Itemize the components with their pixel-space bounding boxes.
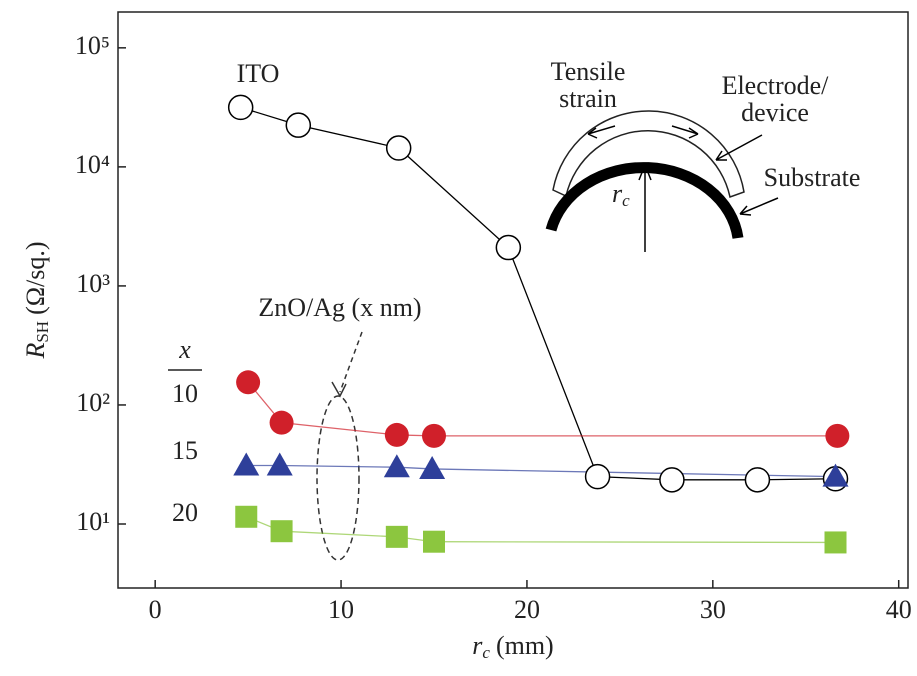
point — [227, 94, 254, 121]
x-tick-label: 20 — [514, 595, 540, 624]
point — [384, 422, 409, 447]
point — [822, 463, 849, 487]
y-label-unit: (Ω/sq.) — [21, 241, 50, 314]
point — [385, 135, 412, 161]
point — [659, 467, 685, 493]
x-label-subscript: c — [482, 643, 490, 662]
series-label: ITO — [237, 59, 280, 88]
x-tick-label: 40 — [886, 595, 912, 624]
x-label-unit: (mm) — [496, 631, 554, 660]
radius-label: rc — [612, 179, 630, 210]
group-label: ZnO/Ag (x nm) — [258, 293, 421, 322]
point — [236, 370, 261, 395]
point — [285, 112, 312, 138]
substrate-label: Substrate — [764, 163, 861, 192]
point — [824, 531, 847, 554]
y-tick-label: 10² — [76, 388, 110, 417]
strain-arrow-left — [587, 125, 616, 139]
substrate-arc — [545, 162, 744, 239]
point — [385, 525, 408, 548]
x-axis-label: rc (mm) — [472, 631, 553, 662]
point — [233, 452, 260, 476]
radius-subscript: c — [622, 191, 630, 210]
y-label-symbol: R — [21, 343, 50, 360]
radius-symbol: r — [612, 179, 623, 208]
point — [266, 452, 293, 476]
strain-arrow-right — [671, 125, 699, 139]
series-line — [240, 106, 836, 481]
point — [270, 520, 293, 543]
point — [423, 530, 445, 553]
y-tick-label: 10⁴ — [75, 150, 110, 179]
point — [584, 463, 611, 490]
legend-header: x — [178, 335, 191, 364]
group-arrowhead — [331, 381, 347, 398]
series-label: 10 — [172, 379, 198, 408]
x-tick-label: 30 — [700, 595, 726, 624]
substrate-arrow — [739, 197, 779, 216]
electrode-label: device — [741, 98, 809, 127]
y-tick-label: 10³ — [76, 269, 110, 298]
tensile-label: Tensile — [551, 57, 626, 86]
point — [495, 234, 522, 261]
point — [269, 410, 294, 435]
point — [419, 455, 446, 479]
point — [744, 467, 771, 493]
x-tick-label: 0 — [149, 595, 162, 624]
series-label: 15 — [172, 436, 198, 465]
series-line — [246, 516, 836, 544]
y-tick-label: 10⁵ — [75, 31, 110, 60]
point — [383, 454, 410, 478]
x-label-symbol: r — [472, 631, 483, 660]
series-label: 20 — [172, 498, 198, 527]
group-arrow — [339, 331, 363, 393]
point — [422, 423, 446, 448]
x-tick-label: 10 — [328, 595, 354, 624]
y-label-subscript: SH — [33, 321, 52, 343]
electrode-arrow — [715, 134, 763, 161]
y-tick-label: 10¹ — [76, 507, 110, 536]
inset: Tensile strain Electrode/ device Substra… — [545, 57, 861, 252]
plot-frame — [117, 11, 909, 589]
radius-arrowhead — [638, 162, 652, 181]
y-axis-label: RSH (Ω/sq.) — [21, 241, 52, 359]
tensile-label: strain — [559, 84, 617, 113]
electrode-label: Electrode/ — [722, 71, 830, 100]
group-ellipse — [316, 395, 360, 561]
point — [825, 423, 850, 448]
point — [235, 505, 258, 528]
